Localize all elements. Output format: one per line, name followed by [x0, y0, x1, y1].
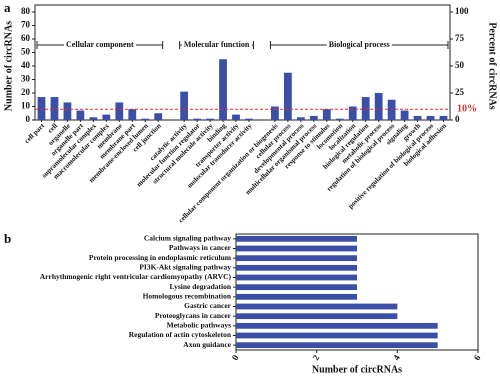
bar	[128, 109, 137, 120]
bar	[236, 322, 438, 329]
bar	[335, 118, 344, 120]
bar	[271, 106, 279, 120]
y2-tick-label: 50	[455, 60, 465, 70]
bar	[236, 342, 438, 349]
y2-axis-label: Percent of circRNAs	[487, 22, 498, 109]
x-tick-label: 2	[310, 353, 321, 362]
bar	[439, 115, 448, 120]
bar	[193, 118, 201, 120]
y-tick-label: Protein processing in endoplasmic reticu…	[89, 253, 232, 262]
y2-tick-label: 25	[455, 87, 465, 97]
reference-label: 10%	[457, 103, 477, 114]
y-tick-label: Pathways in cancer	[169, 243, 232, 252]
bar	[76, 110, 85, 120]
bar	[154, 113, 163, 120]
y-tick-label: Calcium signaling pathway	[144, 234, 231, 243]
bar	[50, 97, 59, 120]
bar	[322, 109, 331, 120]
bar	[296, 117, 305, 120]
y-tick-label: Axon guidance	[183, 340, 231, 349]
bar	[89, 117, 98, 120]
group-label: Molecular function	[184, 40, 250, 49]
bar	[115, 102, 124, 120]
bar	[413, 115, 422, 120]
bar	[245, 118, 253, 120]
bar	[374, 93, 383, 120]
panel-label: a	[4, 0, 11, 15]
bar	[284, 72, 292, 120]
bar	[236, 245, 357, 252]
bar	[348, 106, 357, 120]
bar	[426, 115, 435, 120]
bar	[236, 293, 357, 300]
bar	[400, 110, 409, 120]
y-tick-label: 80	[21, 6, 31, 16]
y-tick-label: Lysine degradation	[170, 282, 232, 291]
bar	[236, 332, 438, 339]
y-tick-label: PI3K-Akt signaling pathway	[139, 263, 231, 272]
bar	[309, 115, 318, 120]
group-label: Cellular component	[66, 40, 134, 49]
group-label-bg	[181, 39, 252, 49]
bar	[102, 114, 111, 120]
bar	[180, 91, 189, 120]
x-axis-label: Number of circRNAs	[312, 364, 402, 375]
y-tick-label: Gastric cancer	[184, 301, 232, 310]
y-tick-label: 40	[21, 60, 31, 70]
y2-tick-label: 0	[455, 114, 460, 124]
y-tick-label: Metabolic pathways	[167, 321, 231, 330]
bar	[387, 99, 396, 120]
bar	[236, 255, 357, 262]
bar	[141, 118, 150, 120]
y-tick-label: Arrhythmogenic right ventricular cardiom…	[40, 272, 232, 281]
group-label: Biological process	[329, 40, 390, 49]
y-tick-label: Homologous recombination	[143, 292, 232, 301]
x-tick-label: 4	[391, 353, 402, 362]
bar	[236, 235, 357, 242]
bar	[232, 114, 240, 120]
y-axis-label: Number of circRNAs	[3, 21, 14, 111]
x-tick-label: 0	[230, 353, 241, 362]
y-tick-label: Regulation of actin cytoskeleton	[129, 330, 232, 339]
y-tick-label: Proteoglycans in cancer	[155, 311, 232, 320]
plot-frame	[34, 4, 451, 121]
bar	[236, 274, 357, 281]
y-tick-label: 10	[21, 101, 31, 111]
y2-tick-label: 100	[455, 6, 469, 16]
y-tick-label: 70	[21, 20, 31, 30]
panel-label: b	[4, 231, 11, 246]
bar	[37, 97, 46, 120]
bar	[63, 102, 72, 120]
y-tick-label: 50	[21, 47, 31, 57]
x-tick-label: 6	[472, 353, 483, 362]
y-tick-label: 30	[21, 74, 31, 84]
x-tick-label: cell part	[23, 121, 47, 145]
group-label-bg	[326, 39, 392, 49]
bar	[206, 118, 214, 120]
bar	[236, 264, 357, 271]
group-label-bg	[64, 39, 136, 49]
bar	[219, 59, 227, 120]
bar	[236, 313, 398, 320]
bar	[236, 303, 398, 310]
plot-frame	[235, 233, 479, 351]
y-tick-label: 20	[21, 87, 31, 97]
y2-tick-label: 75	[455, 33, 465, 43]
bar	[236, 284, 357, 291]
y-tick-label: 0	[26, 114, 31, 124]
bar	[361, 97, 370, 120]
y-tick-label: 60	[21, 33, 31, 43]
